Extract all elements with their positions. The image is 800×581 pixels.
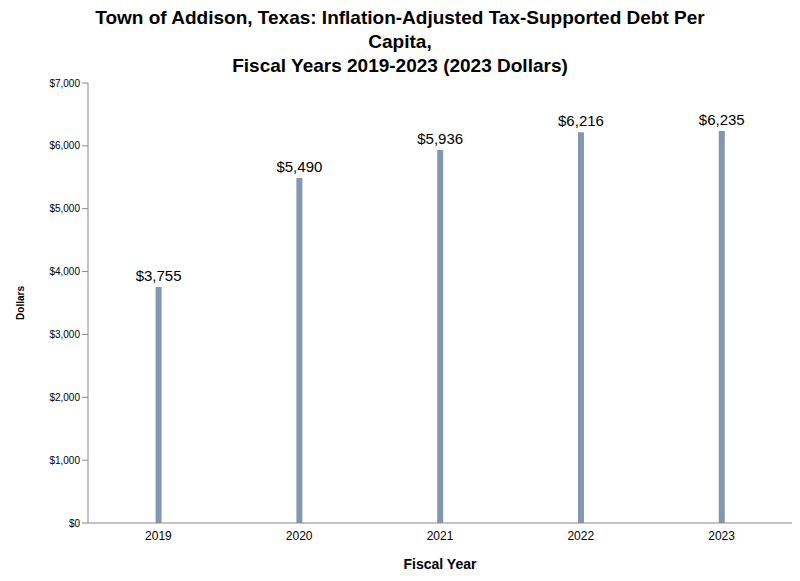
svg-text:$6,216: $6,216 (558, 112, 604, 129)
svg-text:$3,755: $3,755 (136, 267, 182, 284)
svg-text:2023: 2023 (708, 529, 735, 543)
svg-text:$1,000: $1,000 (49, 455, 80, 466)
svg-text:Dollars: Dollars (15, 286, 26, 320)
svg-text:$6,235: $6,235 (699, 111, 745, 128)
svg-text:2021: 2021 (427, 529, 454, 543)
svg-text:$7,000: $7,000 (49, 78, 80, 89)
svg-text:$4,000: $4,000 (49, 266, 80, 277)
svg-text:$5,490: $5,490 (276, 158, 322, 175)
html-text:Capita,: Capita, (368, 31, 432, 52)
svg-text:$6,000: $6,000 (49, 140, 80, 151)
svg-text:$3,000: $3,000 (49, 329, 80, 340)
svg-text:$0: $0 (69, 518, 81, 529)
svg-text:2019: 2019 (145, 529, 172, 543)
svg-text:Fiscal Year: Fiscal Year (404, 556, 477, 572)
svg-text:$5,936: $5,936 (417, 130, 463, 147)
html-text:Fiscal Years 2019-2023 (2023 D: Fiscal Years 2019-2023 (2023 Dollars) (232, 55, 568, 76)
svg-text:$2,000: $2,000 (49, 392, 80, 403)
svg-text:2022: 2022 (567, 529, 594, 543)
svg-text:2020: 2020 (286, 529, 313, 543)
html-text:Town of Addison, Texas: Inflat: Town of Addison, Texas: Inflation-Adjust… (95, 7, 705, 28)
svg-text:$5,000: $5,000 (49, 203, 80, 214)
